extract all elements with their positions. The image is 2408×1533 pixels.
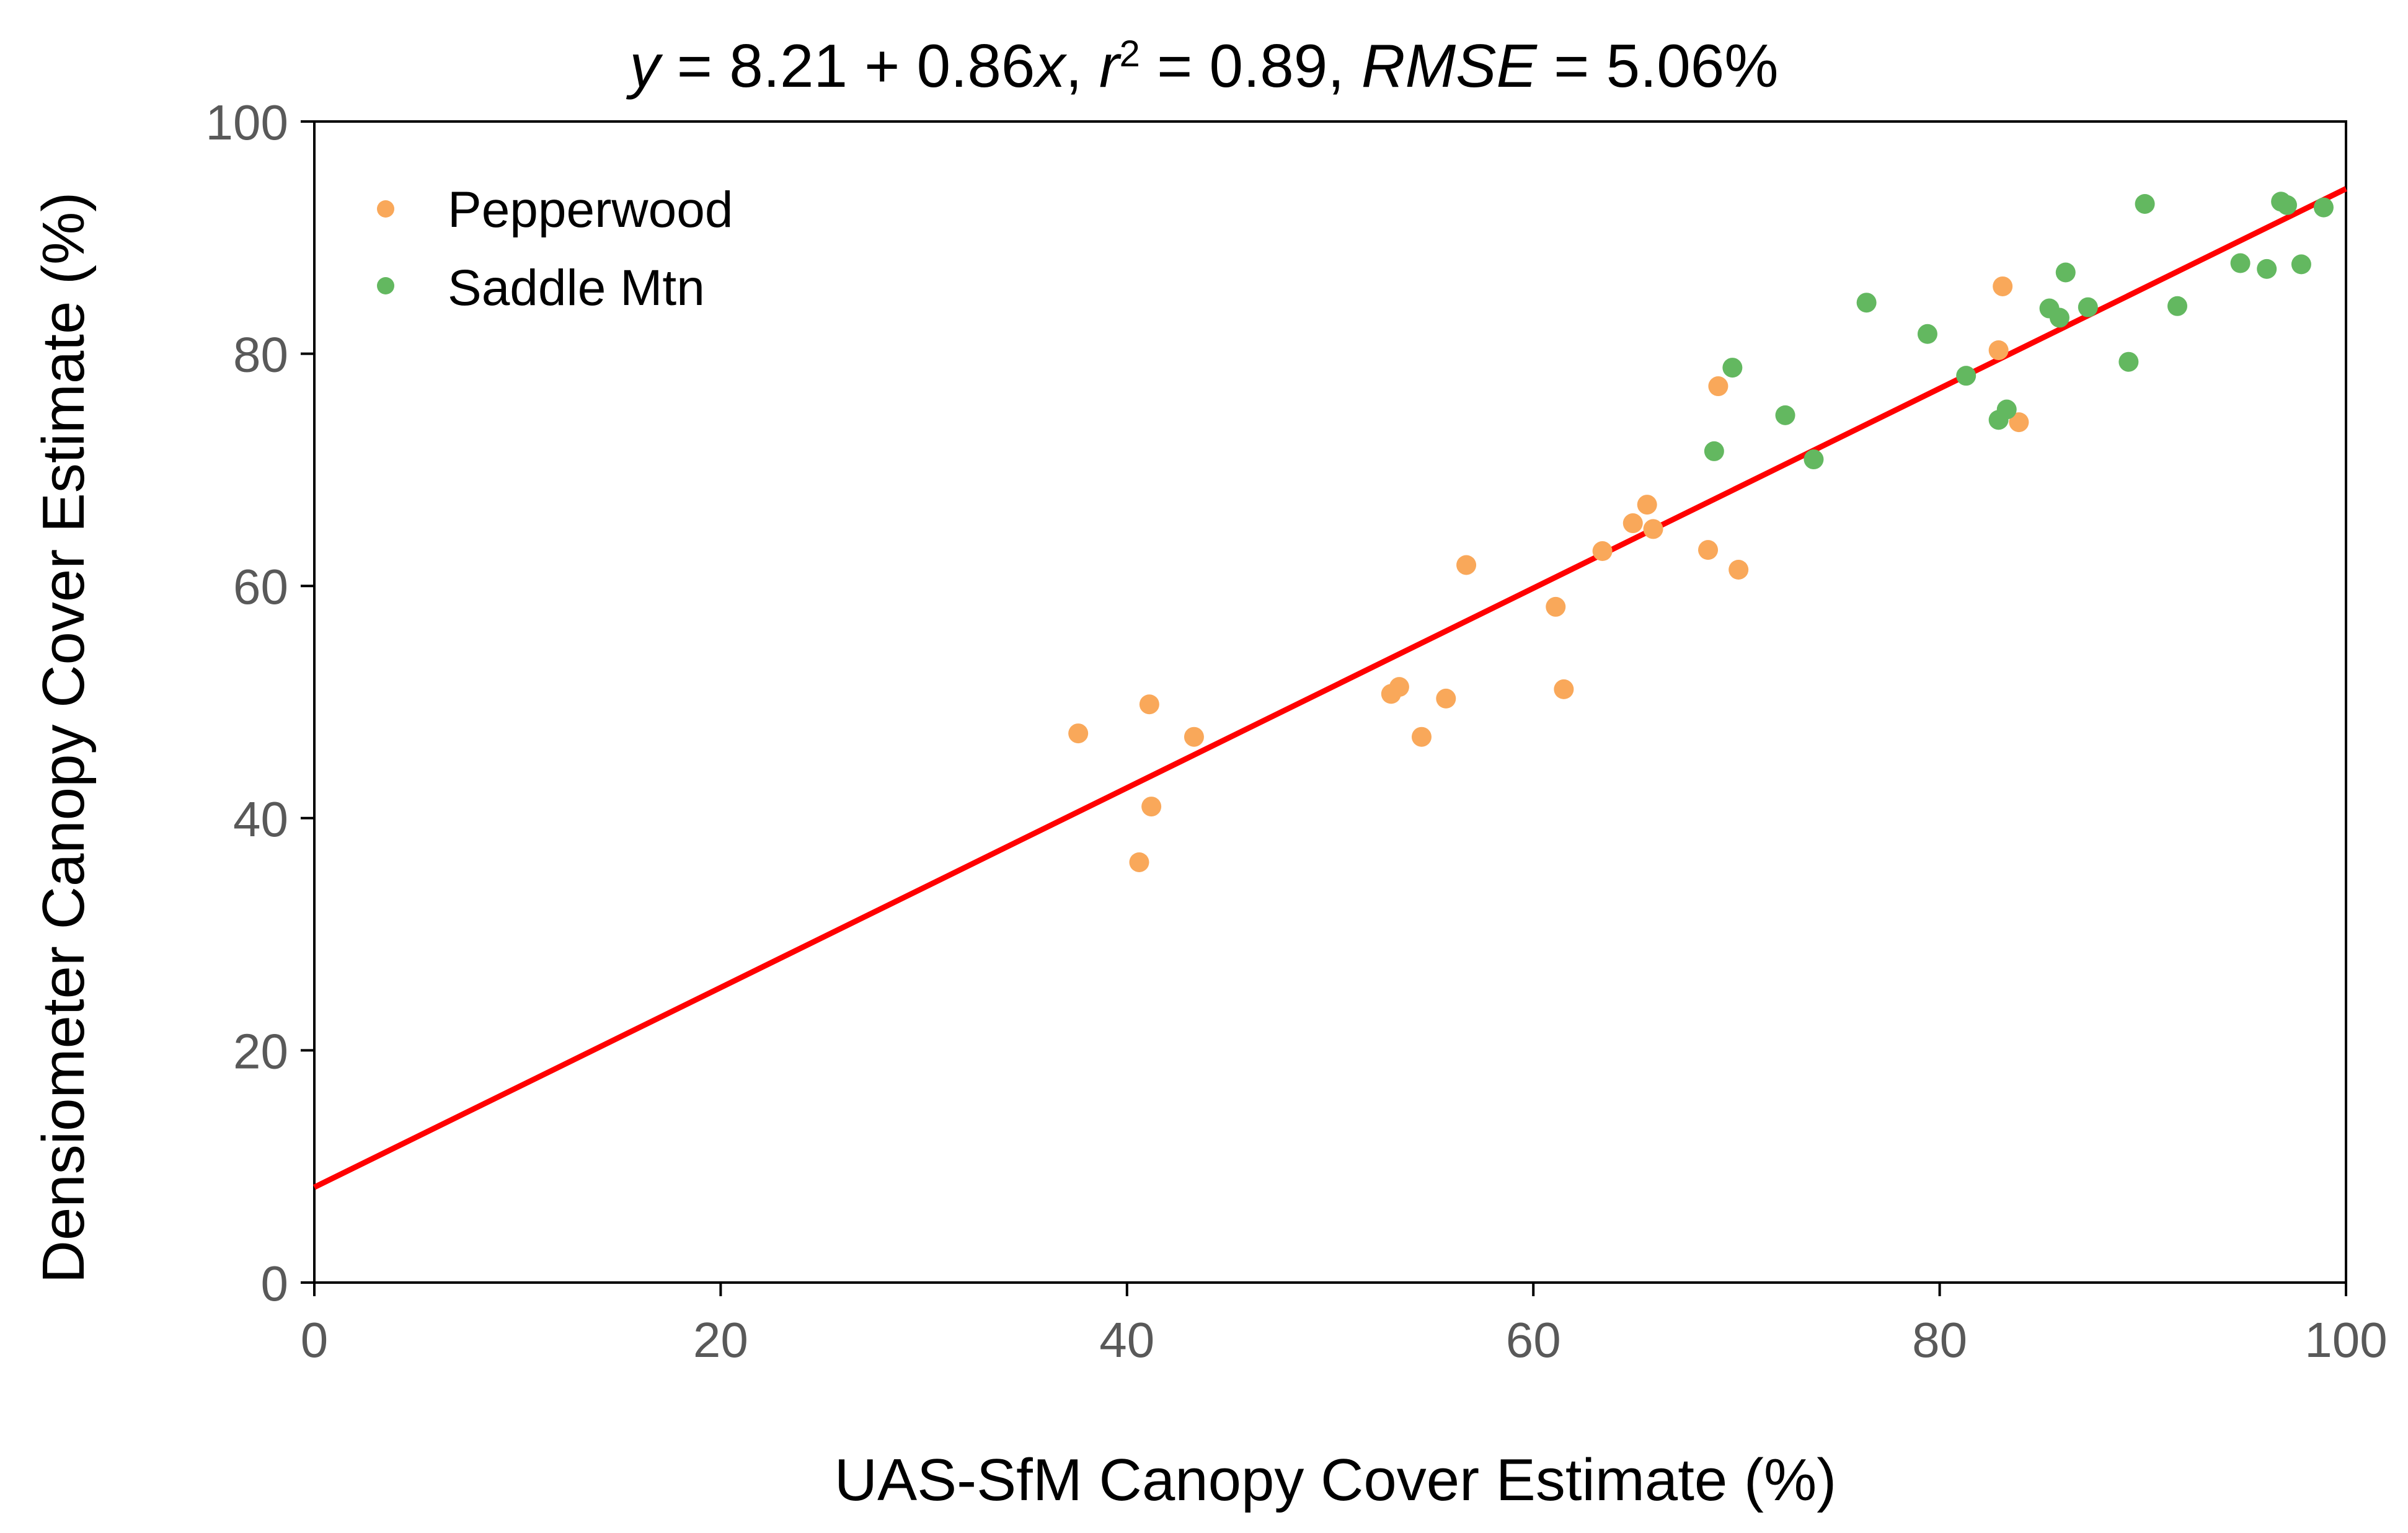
ticks	[301, 120, 2347, 1296]
title-eq-rhs: = 8.21 + 0.86	[660, 32, 1035, 100]
chart-title: y = 8.21 + 0.86x, r2 = 0.89, RMSE = 5.06…	[626, 32, 1779, 100]
data-point-pepperwood	[1184, 727, 1204, 747]
legend-label-saddle-mtn: Saddle Mtn	[448, 260, 705, 316]
data-point-saddle-mtn	[1775, 405, 1795, 425]
y-axis-title: Densiometer Canopy Cover Estimate (%)	[30, 192, 97, 1284]
data-point-pepperwood	[1988, 340, 2009, 360]
x-tick-label: 40	[1099, 1312, 1154, 1367]
y-tick-label: 100	[206, 95, 288, 150]
data-point-saddle-mtn	[2277, 195, 2297, 215]
data-point-saddle-mtn	[2049, 307, 2069, 328]
legend: Pepperwood Saddle Mtn	[377, 182, 733, 316]
data-point-pepperwood	[1141, 797, 1162, 817]
data-point-pepperwood	[1622, 513, 1643, 534]
x-tick-label: 0	[301, 1312, 329, 1367]
data-point-saddle-mtn	[1996, 399, 2017, 420]
data-point-saddle-mtn	[1722, 358, 1743, 378]
title-eq-y: y	[626, 32, 663, 100]
data-point-pepperwood	[1129, 852, 1149, 872]
data-point-pepperwood	[1546, 596, 1566, 617]
x-tick-label: 100	[2304, 1312, 2387, 1367]
y-tick-label: 60	[233, 559, 288, 614]
data-point-pepperwood	[1708, 376, 1729, 397]
data-point-pepperwood	[1436, 688, 1456, 709]
x-tick-label: 80	[1912, 1312, 1967, 1367]
data-point-pepperwood	[1637, 495, 1657, 515]
x-axis-title: UAS-SfM Canopy Cover Estimate (%)	[834, 1447, 1836, 1513]
title-r-sep: ,	[1065, 32, 1099, 100]
title-r-var: r	[1099, 32, 1122, 100]
data-point-saddle-mtn	[2078, 297, 2098, 317]
plot-area-frame	[313, 120, 2347, 1284]
data-point-pepperwood	[1456, 555, 1477, 575]
data-point-pepperwood	[1068, 723, 1089, 744]
data-point-saddle-mtn	[1917, 324, 1937, 344]
y-tick-label: 0	[261, 1256, 289, 1311]
legend-marker-saddle-mtn	[377, 277, 394, 294]
data-point-pepperwood	[1411, 727, 1432, 747]
data-point-saddle-mtn	[1704, 441, 1724, 461]
data-point-pepperwood	[1698, 540, 1719, 560]
data-point-saddle-mtn	[1856, 293, 1877, 313]
data-point-pepperwood	[1993, 276, 2013, 296]
data-point-saddle-mtn	[2257, 258, 2277, 279]
x-tick-label: 20	[693, 1312, 748, 1367]
data-point-saddle-mtn	[2167, 296, 2188, 316]
data-point-saddle-mtn	[2135, 193, 2155, 214]
data-point-saddle-mtn	[2230, 253, 2251, 273]
data-points	[1068, 192, 2334, 872]
legend-marker-pepperwood	[377, 200, 394, 218]
y-tick-label: 20	[233, 1023, 288, 1079]
data-point-saddle-mtn	[2291, 254, 2311, 275]
data-point-saddle-mtn	[2313, 197, 2334, 218]
data-point-pepperwood	[1643, 519, 1663, 539]
data-point-pepperwood	[1139, 694, 1159, 715]
regression-line	[313, 186, 2347, 1190]
x-tick-label: 60	[1506, 1312, 1561, 1367]
y-tick-label: 80	[233, 327, 288, 382]
data-point-pepperwood	[1389, 677, 1409, 697]
data-point-pepperwood	[1554, 679, 1574, 699]
legend-label-pepperwood: Pepperwood	[448, 182, 733, 238]
data-point-saddle-mtn	[2055, 262, 2076, 283]
title-rmse-var: RMSE	[1361, 32, 1538, 100]
y-tick-label: 40	[233, 792, 288, 847]
title-eq-x: x	[1032, 32, 1067, 100]
data-point-pepperwood	[1592, 541, 1613, 562]
data-point-saddle-mtn	[2118, 351, 2139, 372]
data-point-pepperwood	[1729, 559, 1749, 580]
title-rmse-rhs: = 5.06%	[1537, 32, 1779, 100]
data-point-saddle-mtn	[1956, 366, 1976, 386]
tick-labels: 0 20 40 60 80 100 0 20 40 60 80 100	[206, 95, 2388, 1367]
title-r-exp: 2	[1119, 33, 1140, 74]
data-point-pepperwood	[2009, 412, 2029, 433]
data-point-saddle-mtn	[1804, 449, 1824, 470]
title-r-rhs: = 0.89,	[1140, 32, 1361, 100]
